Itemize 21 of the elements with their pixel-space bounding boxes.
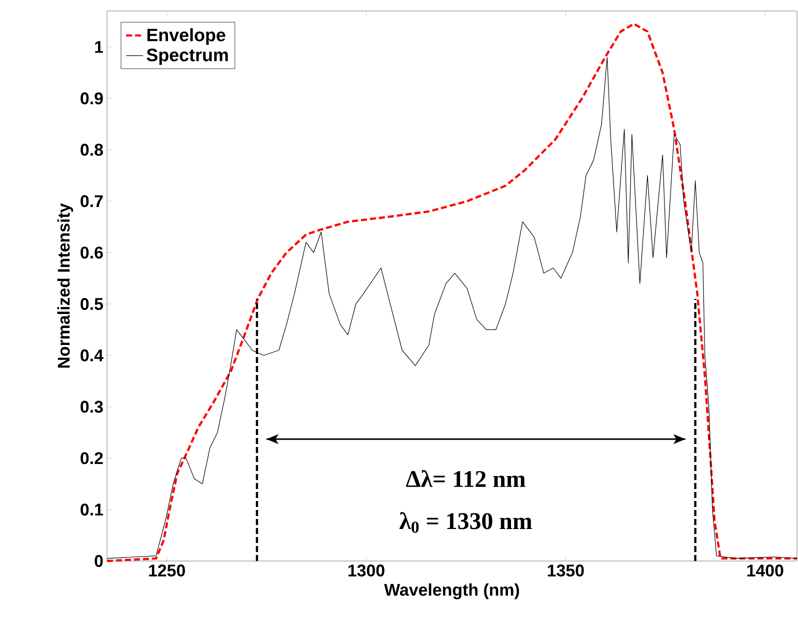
y-tick-label: 0 xyxy=(94,555,103,567)
x-tick-label: 1400 xyxy=(747,564,784,577)
legend-label: Envelope xyxy=(147,28,226,45)
legend-label: Spectrum xyxy=(146,48,228,65)
y-axis-title: Normalized Intensity xyxy=(57,203,74,368)
y-tick-label: 0.2 xyxy=(80,452,103,464)
x-tick-label: 1250 xyxy=(149,564,185,577)
y-tick-label: 0.1 xyxy=(80,504,104,516)
y-tick-label: 0.3 xyxy=(80,400,103,413)
y-tick-label: 0.4 xyxy=(80,349,104,362)
y-tick-label: 0.9 xyxy=(80,92,103,104)
y-tick-label: 0.6 xyxy=(80,246,103,259)
x-tick-label: 1300 xyxy=(348,564,384,577)
x-axis-title: Wavelength (nm) xyxy=(384,583,520,600)
y-tick-label: 0.5 xyxy=(80,298,104,310)
y-tick-label: 1 xyxy=(95,41,104,53)
y-tick-label: 0.8 xyxy=(80,144,103,156)
annotation: Δλ= 112 nm xyxy=(406,470,526,487)
y-tick-label: 0.7 xyxy=(80,195,103,208)
annotation: λ$_{0}$ = 1330 nm xyxy=(399,512,532,533)
x-tick-label: 1350 xyxy=(548,564,584,577)
